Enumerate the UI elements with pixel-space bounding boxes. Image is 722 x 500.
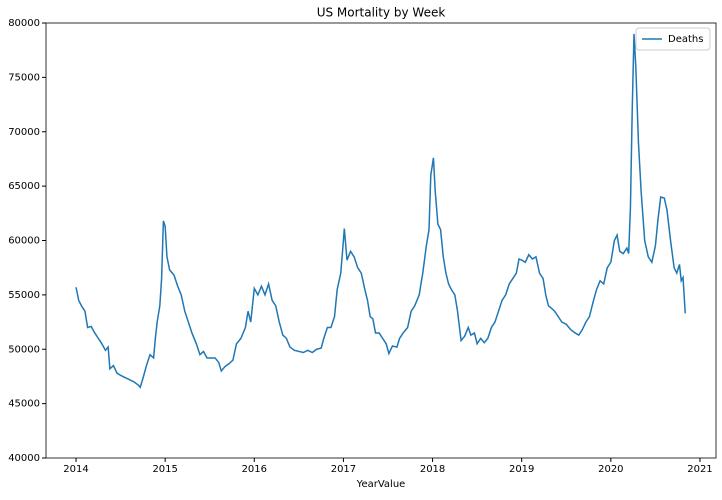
y-tick-label: 80000	[8, 18, 40, 29]
y-tick-label: 65000	[8, 181, 40, 192]
x-axis-label: YearValue	[356, 479, 406, 490]
x-tick-label: 2016	[242, 464, 267, 475]
legend-label: Deaths	[668, 34, 703, 45]
x-tick-label: 2015	[152, 464, 177, 475]
y-tick-label: 45000	[8, 399, 40, 410]
y-tick-label: 75000	[8, 72, 40, 83]
data-line	[75, 33, 686, 389]
y-tick-label: 60000	[8, 236, 40, 247]
x-tick-label: 2019	[509, 464, 534, 475]
legend-box	[635, 27, 711, 51]
x-tick-label: 2014	[63, 464, 88, 475]
x-tick-label: 2020	[598, 464, 623, 475]
plot-frame	[45, 22, 717, 459]
y-tick-label: 55000	[8, 290, 40, 301]
x-tick-label: 2017	[331, 464, 356, 475]
y-tick-label: 50000	[8, 344, 40, 355]
chart-title: US Mortality by Week	[317, 6, 446, 20]
y-tick-label: 70000	[8, 127, 40, 138]
x-tick-label: 2018	[420, 464, 445, 475]
x-tick-label: 2021	[687, 464, 712, 475]
y-tick-label: 40000	[8, 453, 40, 464]
